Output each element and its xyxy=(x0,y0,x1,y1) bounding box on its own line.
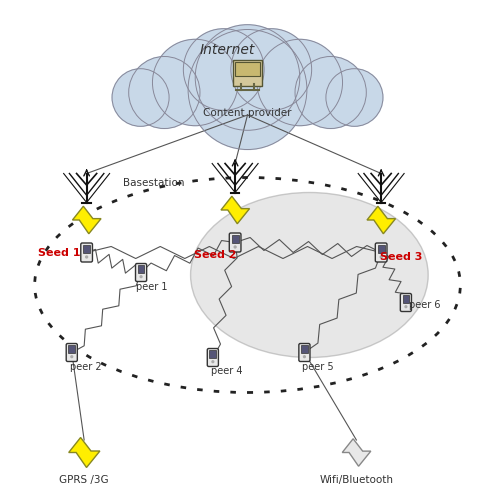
Text: peer 1: peer 1 xyxy=(136,282,168,292)
FancyBboxPatch shape xyxy=(375,243,387,262)
Polygon shape xyxy=(367,206,396,234)
FancyBboxPatch shape xyxy=(138,265,145,273)
Circle shape xyxy=(231,28,312,110)
Circle shape xyxy=(71,356,73,358)
Text: Wifi/Bluetooth: Wifi/Bluetooth xyxy=(319,475,394,485)
FancyBboxPatch shape xyxy=(299,344,310,361)
Circle shape xyxy=(405,306,407,308)
FancyBboxPatch shape xyxy=(136,264,147,281)
FancyBboxPatch shape xyxy=(232,235,239,243)
FancyBboxPatch shape xyxy=(68,345,75,353)
FancyBboxPatch shape xyxy=(207,348,218,366)
Circle shape xyxy=(212,361,214,362)
Text: peer 5: peer 5 xyxy=(302,362,334,372)
Text: Content provider: Content provider xyxy=(203,108,292,118)
FancyBboxPatch shape xyxy=(81,243,93,262)
FancyBboxPatch shape xyxy=(400,294,411,312)
FancyBboxPatch shape xyxy=(209,350,216,358)
Circle shape xyxy=(380,256,382,258)
FancyBboxPatch shape xyxy=(402,295,409,303)
FancyBboxPatch shape xyxy=(233,60,262,86)
Circle shape xyxy=(183,28,264,110)
Circle shape xyxy=(129,56,200,128)
Circle shape xyxy=(86,256,88,258)
Text: peer 4: peer 4 xyxy=(211,366,243,376)
Text: Seed 1: Seed 1 xyxy=(38,248,81,258)
Polygon shape xyxy=(69,438,100,468)
FancyBboxPatch shape xyxy=(83,245,90,253)
Polygon shape xyxy=(72,206,101,234)
FancyBboxPatch shape xyxy=(229,233,241,252)
Circle shape xyxy=(152,40,238,126)
Text: Seed 2: Seed 2 xyxy=(194,250,237,260)
Text: Seed 3: Seed 3 xyxy=(380,252,422,262)
Circle shape xyxy=(234,246,236,248)
FancyBboxPatch shape xyxy=(236,62,259,76)
Text: peer 2: peer 2 xyxy=(70,362,101,372)
Ellipse shape xyxy=(191,192,428,358)
Polygon shape xyxy=(342,439,371,466)
Circle shape xyxy=(303,356,305,358)
Circle shape xyxy=(195,24,300,130)
Circle shape xyxy=(188,30,307,150)
Text: peer 6: peer 6 xyxy=(409,300,441,310)
FancyBboxPatch shape xyxy=(301,345,308,353)
Circle shape xyxy=(112,68,169,126)
FancyBboxPatch shape xyxy=(66,344,77,361)
Circle shape xyxy=(326,68,383,126)
Circle shape xyxy=(257,40,343,126)
FancyBboxPatch shape xyxy=(378,245,385,253)
Polygon shape xyxy=(221,196,249,224)
Circle shape xyxy=(140,276,142,278)
Text: Internet: Internet xyxy=(200,43,255,57)
Text: GPRS /3G: GPRS /3G xyxy=(59,475,109,485)
Circle shape xyxy=(295,56,366,128)
Text: Basestation: Basestation xyxy=(123,178,184,188)
